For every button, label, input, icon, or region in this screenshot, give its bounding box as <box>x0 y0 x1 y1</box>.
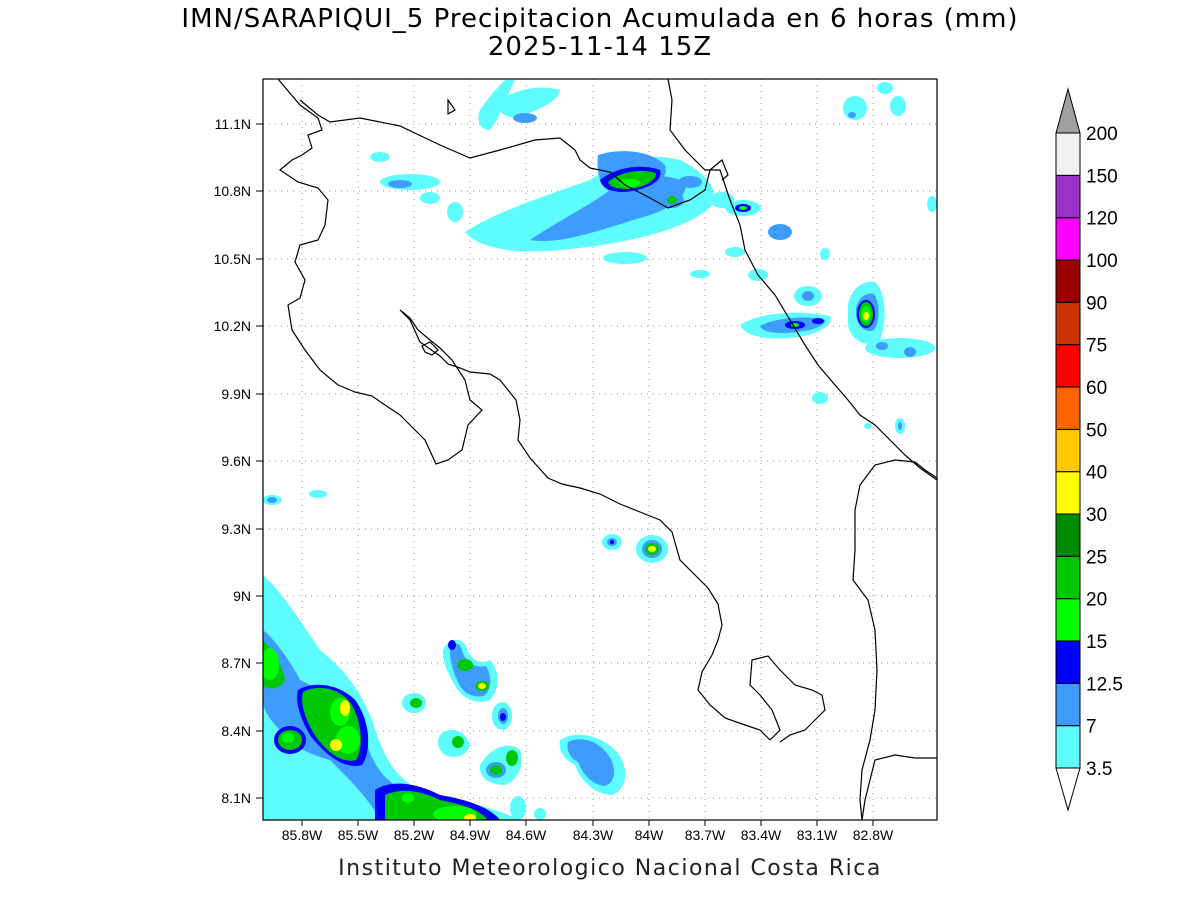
rain-cell-southwest <box>263 575 546 820</box>
lat-tick-label: 8.7N <box>221 655 251 671</box>
lat-tick-label: 9.3N <box>221 521 251 537</box>
longitude-axis: 85.8W 85.5W 85.2W 84.9W 84.6W 84.3W 84W … <box>282 820 894 843</box>
plot-frame <box>262 78 938 821</box>
rain-cell-osa <box>402 639 626 795</box>
colorbar-level-label: 200 <box>1086 124 1118 145</box>
colorbar-swatch <box>1055 386 1081 430</box>
rain-cell-north-band <box>370 80 937 281</box>
colorbar-max-arrow <box>1055 87 1081 134</box>
lon-tick-label: 82.8W <box>853 827 894 843</box>
colorbar: 3.5 7 12.5 15 20 25 30 40 50 60 75 90 100 120 150 200 <box>1055 87 1123 812</box>
lat-tick-label: 8.4N <box>221 723 251 739</box>
colorbar-level-label: 90 <box>1086 293 1107 314</box>
colorbar-level-label: 50 <box>1086 420 1107 441</box>
lon-tick-label: 83.7W <box>685 827 726 843</box>
lat-tick-label: 10.8N <box>214 183 251 199</box>
lon-tick-label: 85.5W <box>338 827 379 843</box>
rain-cell-caribbean <box>740 281 935 434</box>
colorbar-swatch <box>1055 640 1081 684</box>
lat-tick-label: 10.5N <box>214 251 251 267</box>
lon-tick-label: 83.4W <box>741 827 782 843</box>
lon-tick-label: 85.2W <box>394 827 435 843</box>
colorbar-level-label: 60 <box>1086 378 1107 399</box>
colorbar-swatch <box>1055 471 1081 515</box>
colorbar-level-label: 25 <box>1086 547 1107 568</box>
colorbar-swatch <box>1055 555 1081 600</box>
colorbar-level-label: 15 <box>1086 632 1107 653</box>
coastlines <box>277 79 937 820</box>
colorbar-level-label: 75 <box>1086 336 1107 357</box>
colorbar-swatch <box>1055 598 1081 642</box>
lat-tick-label: 10.2N <box>214 318 251 334</box>
rain-cell-central <box>263 490 668 563</box>
lon-tick-label: 84.3W <box>573 827 614 843</box>
colorbar-level-label: 30 <box>1086 505 1107 526</box>
colorbar-level-label: 20 <box>1086 590 1107 611</box>
colorbar-swatch <box>1055 725 1081 769</box>
grid-lines <box>263 79 937 820</box>
colorbar-level-label: 120 <box>1086 209 1118 230</box>
colorbar-swatch <box>1055 301 1081 346</box>
colorbar-swatch <box>1055 174 1081 219</box>
lat-tick-label: 8.1N <box>221 790 251 806</box>
lat-tick-label: 9.9N <box>221 386 251 402</box>
colorbar-level-label: 100 <box>1086 251 1118 272</box>
colorbar-swatch <box>1055 132 1081 176</box>
lon-tick-label: 84.6W <box>506 827 547 843</box>
colorbar-level-label: 150 <box>1086 166 1118 187</box>
colorbar-swatch <box>1055 682 1081 727</box>
map-subtitle: 2025-11-14 15Z <box>487 32 713 62</box>
colorbar-min-arrow <box>1055 767 1081 812</box>
colorbar-swatch <box>1055 344 1081 388</box>
lon-tick-label: 85.8W <box>282 827 323 843</box>
lon-tick-label: 84W <box>635 827 665 843</box>
map-title: IMN/SARAPIQUI_5 Precipitacion Acumulada … <box>181 4 1019 34</box>
colorbar-swatch <box>1055 259 1081 303</box>
latitude-axis: 11.1N 10.8N 10.5N 10.2N 9.9N 9.6N 9.3N 9… <box>214 116 263 806</box>
lon-tick-label: 84.9W <box>450 827 491 843</box>
footer-credit: Instituto Meteorologico Nacional Costa R… <box>338 856 882 881</box>
lat-tick-label: 11.1N <box>215 116 251 132</box>
colorbar-level-label: 7 <box>1086 717 1097 738</box>
colorbar-swatch <box>1055 428 1081 473</box>
precipitation-field <box>263 80 937 820</box>
colorbar-level-label: 12.5 <box>1086 674 1123 695</box>
lon-tick-label: 83.1W <box>797 827 838 843</box>
lat-tick-label: 9.6N <box>221 453 251 469</box>
colorbar-swatch <box>1055 217 1081 261</box>
colorbar-swatch <box>1055 513 1081 557</box>
lat-tick-label: 9N <box>233 588 251 604</box>
colorbar-level-label: 40 <box>1086 463 1107 484</box>
colorbar-level-label: 3.5 <box>1086 759 1112 780</box>
